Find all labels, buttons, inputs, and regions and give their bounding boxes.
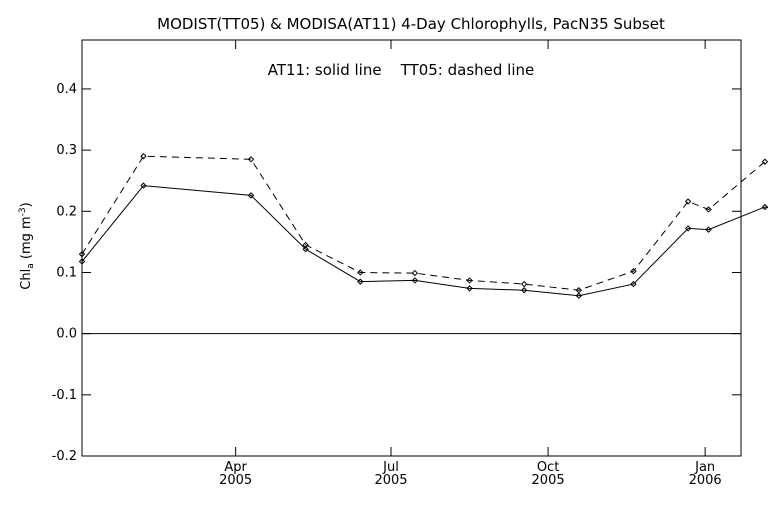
data-point-solid — [140, 182, 147, 189]
y-axis-label: Chla (mg m-3) — [18, 202, 36, 289]
x-tick-year: 2005 — [374, 473, 407, 488]
data-point-solid — [466, 285, 473, 292]
data-point-dashed — [140, 153, 147, 160]
y-tick-label: 0.1 — [56, 265, 77, 280]
y-axis-label-units-close: ) — [19, 202, 34, 207]
data-point-dashed — [705, 206, 712, 213]
data-point-dashed — [247, 156, 255, 163]
data-point-dashed — [520, 280, 528, 288]
y-axis-label-units: (mg m — [19, 216, 34, 263]
data-point-dashed — [302, 241, 309, 249]
y-axis-label-main: Chl — [19, 269, 34, 290]
data-point-dashed — [630, 268, 637, 275]
data-point-solid — [630, 280, 637, 288]
series-line-dashed — [81, 155, 768, 291]
data-point-solid — [247, 192, 255, 199]
data-point-dashed — [575, 287, 583, 294]
data-point-dashed — [684, 198, 692, 205]
x-tick-month: Jan — [694, 460, 715, 475]
y-tick-label: -0.1 — [52, 388, 77, 403]
data-point-dashed — [78, 250, 86, 258]
data-point-dashed — [357, 269, 364, 276]
data-point-solid — [411, 277, 419, 284]
data-point-solid — [575, 292, 583, 299]
plot-area: -0.2-0.10.00.10.20.30.4Apr2005Jul2005Oct… — [52, 39, 768, 488]
x-tick-year: 2005 — [532, 473, 565, 488]
data-point-dashed — [761, 158, 768, 165]
series-annotation: AT11: solid line TT05: dashed line — [268, 61, 535, 79]
y-tick-label: -0.2 — [52, 449, 77, 464]
data-point-solid — [78, 258, 86, 265]
plot-frame — [81, 39, 742, 457]
x-tick-year: 2006 — [689, 473, 722, 488]
x-tick-month: Jul — [382, 460, 399, 475]
y-axis-label-superscript: -3 — [18, 207, 28, 216]
data-point-solid — [357, 278, 364, 285]
y-tick-label: 0.4 — [56, 82, 77, 97]
series-line-solid — [81, 185, 768, 297]
y-tick-label: 0.0 — [56, 327, 77, 342]
y-tick-label: 0.3 — [56, 143, 77, 158]
data-point-dashed — [411, 269, 419, 277]
y-tick-label: 0.2 — [56, 204, 77, 219]
data-point-solid — [302, 246, 309, 253]
chart-title: MODIST(TT05) & MODISA(AT11) 4-Day Chloro… — [157, 15, 665, 33]
x-tick-month: Apr — [224, 460, 247, 475]
y-axis-label-subscript: a — [26, 263, 36, 269]
data-point-solid — [684, 225, 692, 232]
data-point-solid — [705, 226, 712, 233]
data-point-solid — [520, 287, 528, 294]
data-point-solid — [761, 203, 768, 211]
data-point-dashed — [466, 277, 473, 284]
x-tick-month: Oct — [537, 460, 559, 475]
x-tick-year: 2005 — [219, 473, 252, 488]
